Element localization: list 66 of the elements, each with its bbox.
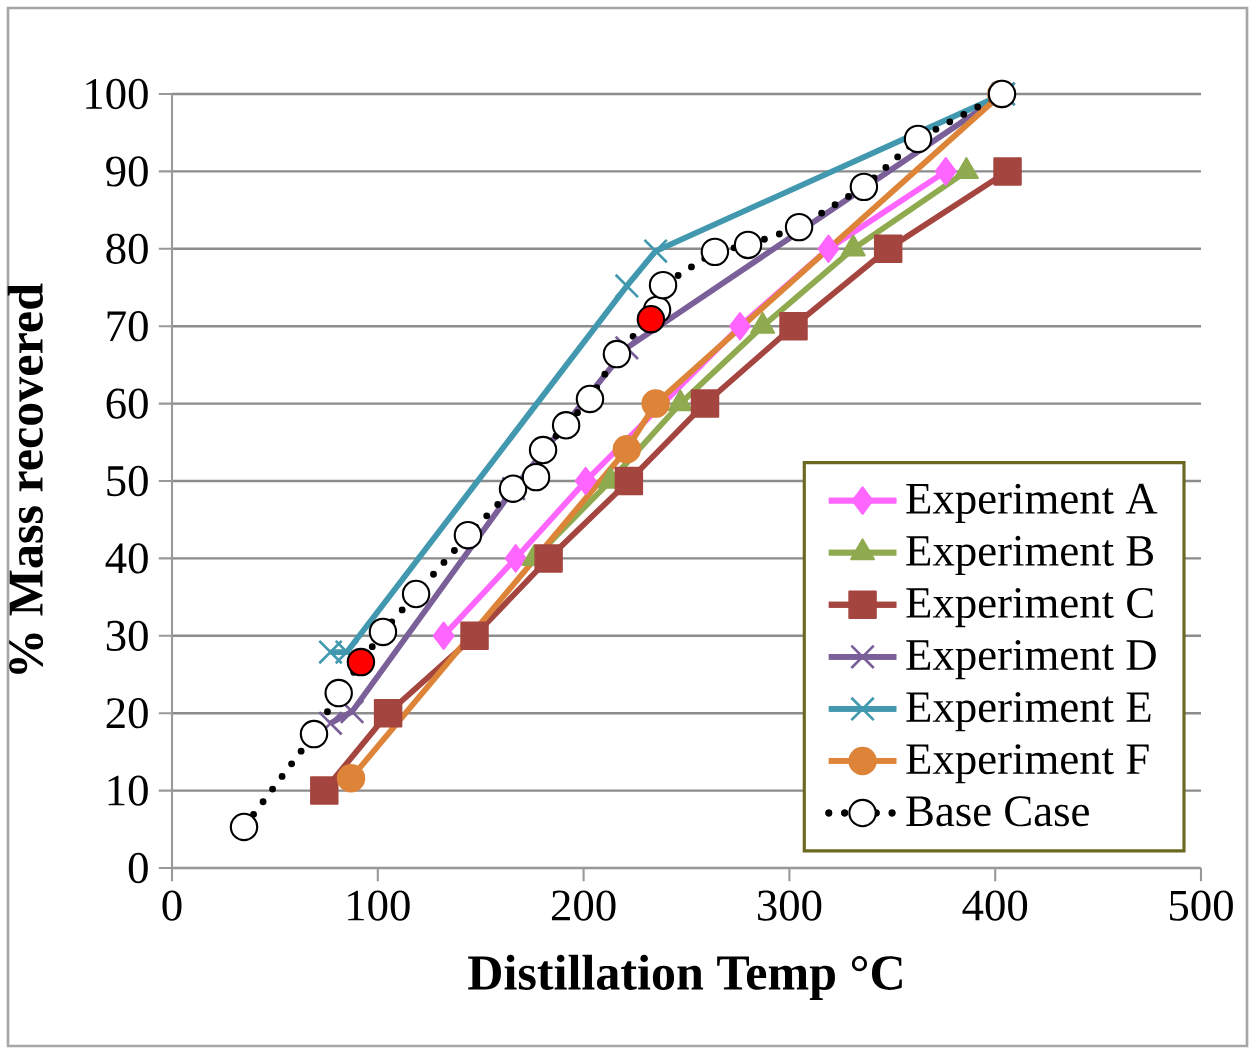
- point: [229, 812, 259, 842]
- point: [733, 230, 763, 260]
- x-tick-label: 200: [551, 890, 616, 921]
- point: [614, 273, 640, 299]
- point: [641, 389, 670, 418]
- point: [460, 621, 489, 651]
- point: [575, 384, 605, 414]
- point: [521, 462, 551, 492]
- y-tick-label: 10: [108, 775, 148, 806]
- y-tick-label: 50: [107, 465, 148, 497]
- x-tick-label: 300: [757, 890, 822, 921]
- point: [324, 678, 353, 708]
- y-tick-label: 0: [128, 852, 148, 884]
- y-axis-title: % Mass recovered: [7, 283, 44, 674]
- point: [534, 544, 563, 573]
- x-tick-label: 500: [1169, 890, 1233, 921]
- x-tick-label: 400: [962, 890, 1028, 921]
- y-tick-label: 30: [106, 620, 148, 651]
- y-tick-label: 60: [106, 388, 148, 419]
- point: [643, 238, 669, 264]
- legend-label: Experiment E: [906, 692, 1151, 732]
- point: [602, 339, 632, 369]
- point: [299, 719, 329, 749]
- point: [432, 621, 455, 651]
- point: [504, 544, 527, 573]
- point: [636, 304, 666, 334]
- legend-label: Experiment D: [906, 639, 1156, 680]
- point: [779, 311, 808, 341]
- legend-label: Base Case: [906, 796, 1089, 827]
- legend-label: Experiment C: [906, 587, 1153, 628]
- point: [729, 311, 751, 341]
- y-tick-label: 70: [107, 311, 148, 342]
- point: [368, 617, 398, 647]
- point: [336, 763, 366, 793]
- y-tick-label: 100: [86, 78, 148, 110]
- point: [453, 520, 483, 550]
- point: [784, 212, 814, 242]
- x-tick-label: 100: [348, 890, 410, 921]
- x-axis-title: Distillation Temp °C: [468, 954, 902, 1001]
- y-tick-label: 80: [106, 233, 148, 264]
- point: [849, 172, 879, 202]
- legend-label: Experiment A: [906, 483, 1158, 523]
- point: [401, 579, 431, 609]
- point: [614, 466, 644, 496]
- y-tick-label: 90: [106, 156, 148, 187]
- point: [574, 466, 597, 496]
- point: [528, 435, 558, 465]
- legend-label: Experiment F: [906, 744, 1149, 784]
- legend-label: Experiment B: [906, 535, 1153, 576]
- point: [873, 234, 903, 264]
- point: [690, 389, 720, 418]
- point: [317, 639, 343, 665]
- point: [903, 124, 933, 154]
- point: [346, 647, 376, 677]
- point: [700, 237, 730, 267]
- point: [648, 270, 678, 300]
- point: [551, 411, 581, 440]
- point: [310, 776, 339, 805]
- point: [612, 435, 642, 464]
- y-tick-label: 20: [106, 698, 148, 729]
- point: [993, 157, 1022, 186]
- x-tick-label: 0: [162, 890, 182, 921]
- point: [934, 157, 957, 186]
- point: [817, 234, 840, 264]
- point: [373, 698, 403, 728]
- y-tick-label: 40: [105, 543, 148, 574]
